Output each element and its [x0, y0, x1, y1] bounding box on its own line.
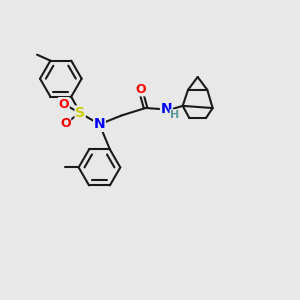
Text: N: N	[160, 102, 172, 116]
Text: O: O	[136, 83, 146, 96]
Text: O: O	[58, 98, 69, 111]
Text: N: N	[94, 117, 105, 131]
Text: H: H	[170, 110, 179, 120]
Text: S: S	[75, 106, 85, 120]
Text: O: O	[60, 117, 70, 130]
